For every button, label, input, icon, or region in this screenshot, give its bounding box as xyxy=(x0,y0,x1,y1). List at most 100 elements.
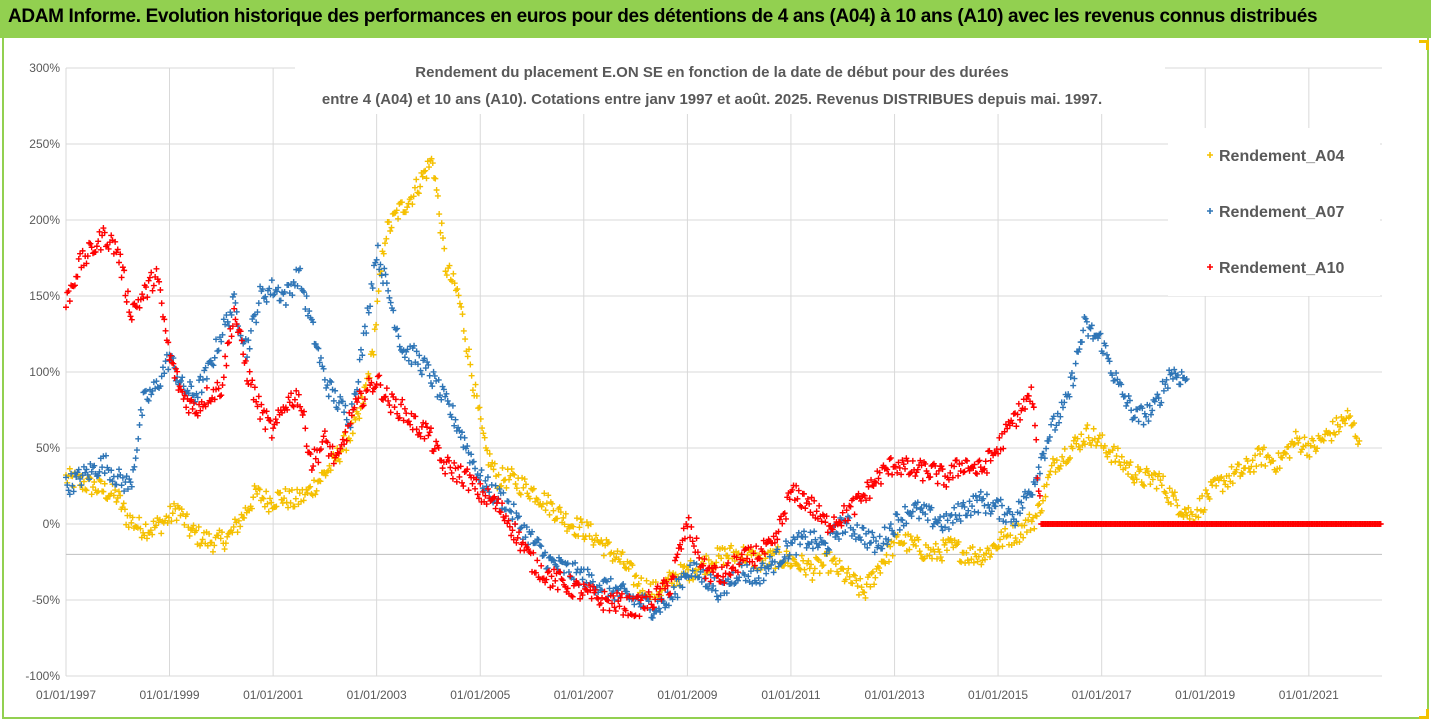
data-point xyxy=(685,514,692,521)
data-point xyxy=(966,498,973,505)
data-point xyxy=(916,548,923,555)
data-point xyxy=(898,471,905,478)
data-point xyxy=(301,289,308,296)
data-point xyxy=(1141,410,1148,417)
data-point xyxy=(1046,471,1053,478)
x-tick-label: 01/01/2009 xyxy=(657,688,717,702)
data-point xyxy=(341,441,348,448)
data-point xyxy=(804,495,811,502)
data-point xyxy=(380,250,387,257)
data-point xyxy=(218,338,225,345)
data-point xyxy=(267,495,274,502)
data-point xyxy=(894,511,901,518)
data-point xyxy=(1226,472,1233,479)
data-point xyxy=(128,483,135,490)
data-point xyxy=(705,585,712,592)
data-point xyxy=(1083,318,1090,325)
data-point xyxy=(635,593,642,600)
data-point xyxy=(456,300,463,307)
data-point xyxy=(512,520,519,527)
data-point xyxy=(1204,490,1211,497)
data-point xyxy=(830,556,837,563)
data-point xyxy=(143,284,150,291)
data-point xyxy=(967,512,974,519)
data-point xyxy=(824,545,831,552)
data-point xyxy=(209,548,216,555)
data-point xyxy=(422,365,429,372)
data-point xyxy=(1144,468,1151,475)
data-point xyxy=(220,374,227,381)
data-point xyxy=(749,558,756,565)
data-point xyxy=(951,537,958,544)
data-point xyxy=(615,587,622,594)
data-point xyxy=(609,600,616,607)
data-point xyxy=(352,416,359,423)
data-point xyxy=(838,522,845,529)
data-point xyxy=(165,366,172,373)
data-point xyxy=(550,507,557,514)
data-point xyxy=(869,529,876,536)
data-point xyxy=(341,409,348,416)
data-point xyxy=(621,585,628,592)
data-point xyxy=(172,377,179,384)
data-point xyxy=(451,422,458,429)
data-point xyxy=(117,492,124,499)
data-point xyxy=(832,561,839,568)
data-point xyxy=(456,473,463,480)
data-point xyxy=(894,469,901,476)
data-point xyxy=(564,585,571,592)
data-point xyxy=(386,402,393,409)
data-point xyxy=(1356,437,1363,444)
data-point xyxy=(1067,374,1074,381)
data-point xyxy=(820,562,827,569)
data-point xyxy=(74,469,81,476)
data-point xyxy=(798,552,805,559)
data-point xyxy=(322,472,329,479)
data-point xyxy=(803,544,810,551)
data-point xyxy=(587,587,594,594)
data-point xyxy=(1072,360,1079,367)
data-point xyxy=(469,387,476,394)
data-point xyxy=(251,482,258,489)
data-point xyxy=(1171,366,1178,373)
data-point xyxy=(875,475,882,482)
data-point xyxy=(871,478,878,485)
data-point xyxy=(710,569,717,576)
data-point xyxy=(1040,450,1047,457)
data-point xyxy=(1101,442,1108,449)
data-point xyxy=(1066,393,1073,400)
data-point xyxy=(639,594,646,601)
data-point xyxy=(378,272,385,279)
data-point xyxy=(523,524,530,531)
data-point xyxy=(351,404,358,411)
data-point xyxy=(482,477,489,484)
data-point xyxy=(1126,462,1133,469)
data-point xyxy=(1033,513,1040,520)
data-point xyxy=(650,604,657,611)
data-point xyxy=(1253,463,1260,470)
data-point xyxy=(1023,396,1030,403)
legend: Rendement_A04 Rendement_A07 Rendement_A10 xyxy=(1168,128,1380,296)
data-point xyxy=(655,591,662,598)
data-point xyxy=(579,592,586,599)
data-point xyxy=(965,507,972,514)
data-point xyxy=(1314,445,1321,452)
data-point xyxy=(521,547,528,554)
data-point xyxy=(1219,488,1226,495)
data-point xyxy=(254,490,261,497)
data-point xyxy=(1260,444,1267,451)
data-point xyxy=(100,225,107,232)
data-point xyxy=(1035,488,1042,495)
data-point xyxy=(919,477,926,484)
data-point xyxy=(189,405,196,412)
data-point xyxy=(1272,468,1279,475)
data-point xyxy=(189,525,196,532)
data-point xyxy=(907,533,914,540)
data-point xyxy=(349,430,356,437)
data-point xyxy=(972,492,979,499)
data-point xyxy=(802,571,809,578)
data-point xyxy=(824,529,831,536)
data-point xyxy=(980,495,987,502)
data-point xyxy=(884,466,891,473)
data-point xyxy=(174,368,181,375)
